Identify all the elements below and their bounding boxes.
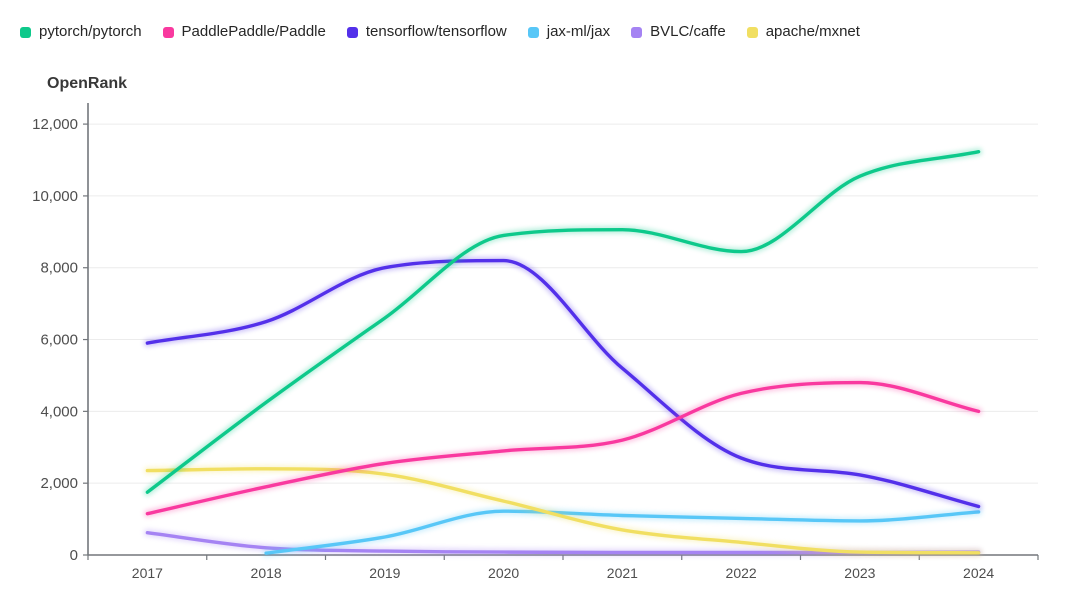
y-axis-tick-label: 6,000 bbox=[40, 332, 78, 349]
x-axis-tick-label: 2024 bbox=[963, 565, 994, 581]
series-line-pytorch-pytorch[interactable] bbox=[145, 150, 981, 494]
y-axis-tick-label: 2,000 bbox=[40, 475, 78, 492]
x-axis-tick-label: 2021 bbox=[607, 565, 638, 581]
series-line-jax-ml-jax[interactable] bbox=[264, 509, 981, 555]
chart-legend: pytorch/pytorch PaddlePaddle/Paddle tensor… bbox=[20, 23, 860, 41]
series-line-tensorflow-tensorflow[interactable] bbox=[145, 258, 981, 509]
series-line-paddlepaddle-paddle[interactable] bbox=[145, 380, 981, 516]
chart-title: OpenRank bbox=[47, 75, 128, 92]
gridlines bbox=[88, 123, 1038, 484]
x-axis-tick-label: 2017 bbox=[132, 565, 163, 581]
legend-item-paddlepaddle-paddle[interactable]: PaddlePaddle/Paddle bbox=[162, 23, 326, 41]
legend-item-pytorch-pytorch[interactable]: pytorch/pytorch bbox=[20, 23, 142, 41]
legend-marker-icon bbox=[527, 26, 539, 38]
series-line-apache-mxnet[interactable] bbox=[145, 467, 981, 555]
y-axis-tick-label: 0 bbox=[70, 547, 78, 564]
legend-label: jax-ml/jax bbox=[546, 23, 611, 40]
y-axis-tick-label: 8,000 bbox=[40, 260, 78, 277]
x-axis-tick-label: 2018 bbox=[251, 565, 282, 581]
axis-labels: 0 2,000 4,000 6,000 8,000 10,000 12,000 2017 201… bbox=[32, 116, 994, 581]
y-axis-tick-label: 4,000 bbox=[40, 403, 78, 420]
legend-label: PaddlePaddle/Paddle bbox=[181, 23, 326, 40]
legend-marker-icon bbox=[20, 26, 31, 38]
series-lines bbox=[143, 147, 983, 557]
axes bbox=[83, 103, 1039, 560]
legend-marker-icon bbox=[631, 26, 643, 38]
x-axis-tick-label: 2020 bbox=[488, 565, 519, 581]
legend-label: tensorflow/tensorflow bbox=[365, 23, 507, 40]
legend-item-jax-ml-jax[interactable]: jax-ml/jax bbox=[527, 23, 611, 41]
y-axis-tick-label: 10,000 bbox=[32, 188, 78, 205]
legend-label: pytorch/pytorch bbox=[39, 23, 142, 40]
legend-item-bvlc-caffe[interactable]: BVLC/caffe bbox=[631, 23, 726, 41]
legend-label: apache/mxnet bbox=[765, 23, 860, 40]
legend-label: BVLC/caffe bbox=[650, 23, 726, 40]
legend-item-tensorflow-tensorflow[interactable]: tensorflow/tensorflow bbox=[346, 23, 507, 41]
x-axis-tick-label: 2019 bbox=[369, 565, 400, 581]
y-axis-tick-label: 12,000 bbox=[32, 116, 78, 133]
x-axis-tick-label: 2022 bbox=[726, 565, 757, 581]
legend-marker-icon bbox=[162, 26, 174, 38]
legend-marker-icon bbox=[746, 26, 758, 38]
legend-item-apache-mxnet[interactable]: apache/mxnet bbox=[746, 23, 860, 41]
x-axis-tick-label: 2023 bbox=[844, 565, 875, 581]
legend-marker-icon bbox=[346, 26, 358, 38]
